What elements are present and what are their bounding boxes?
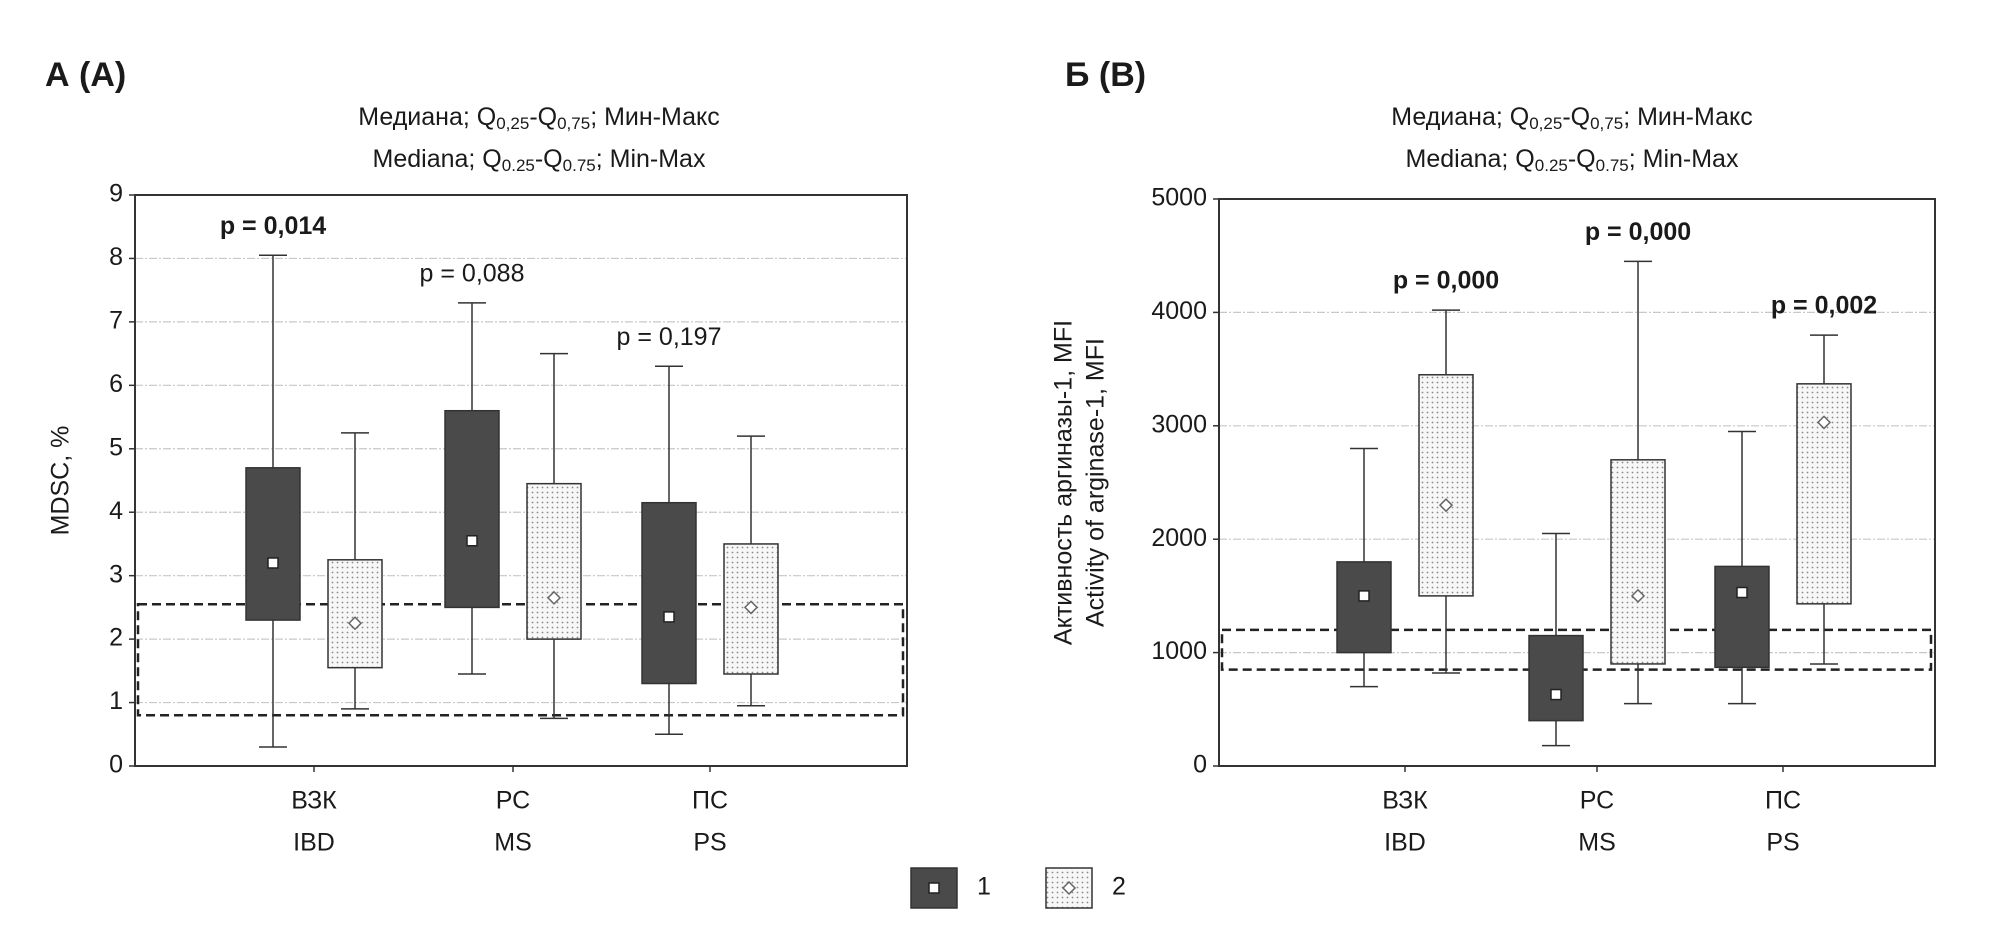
p-value: p = 0,000: [1393, 267, 1499, 295]
x-tick-label: IBD: [293, 829, 335, 857]
box: [1528, 634, 1584, 722]
x-tick-label: PS: [1766, 829, 1799, 857]
plot-frame: [134, 194, 908, 767]
box: [1418, 374, 1474, 597]
y-tick-label: 4000: [1151, 297, 1207, 325]
y-tick-label: 2000: [1151, 524, 1207, 552]
median-marker: [466, 535, 478, 547]
subtitle-part: 0.75: [563, 156, 596, 175]
subtitle-part: -Q: [529, 103, 557, 131]
subtitle-part: Mediana; Q: [1406, 145, 1535, 173]
box: [641, 501, 697, 685]
subtitle-part: ; Мин-Макс: [1623, 103, 1753, 131]
median-marker: [1736, 586, 1748, 599]
x-tick-label: IBD: [1384, 829, 1426, 857]
subtitle-part: Mediana; Q: [373, 145, 502, 173]
y-tick-label: 5000: [1151, 184, 1207, 212]
y-axis-label: Activity of arginase-1, MFI: [1082, 338, 1110, 627]
median-marker: [663, 611, 675, 623]
median-marker: [1550, 688, 1562, 701]
y-tick-label: 8: [109, 243, 123, 271]
subtitle-part: 0,75: [1590, 114, 1623, 133]
subtitle: Mediana; Q0.25-Q0.75; Min-Max: [1406, 145, 1739, 176]
reference-range: [136, 602, 905, 717]
median-marker: [1816, 415, 1832, 430]
legend-marker: [928, 882, 940, 894]
box: [1714, 565, 1770, 669]
y-axis-label: Активность аргиназы-1, MFI: [1050, 320, 1078, 645]
y-axis-label: MDSC, %: [47, 426, 75, 536]
subtitle-part: 0,75: [557, 114, 590, 133]
x-tick-label: ПС: [1765, 787, 1801, 815]
y-tick-label: 7: [109, 306, 123, 334]
median-marker: [743, 600, 759, 615]
subtitle: Медиана; Q0,25-Q0,75; Мин-Макс: [358, 103, 719, 134]
p-value: p = 0,088: [420, 259, 525, 287]
y-tick-label: 9: [109, 180, 123, 208]
y-tick-label: 5: [109, 433, 123, 461]
median-marker: [267, 557, 279, 569]
subtitle-part: -Q: [1562, 103, 1590, 131]
subtitle-part: 0.25: [502, 156, 535, 175]
median-marker: [1630, 588, 1646, 603]
y-tick-label: 3000: [1151, 410, 1207, 438]
legend-label: 2: [1112, 873, 1126, 901]
y-tick-label: 3: [109, 560, 123, 588]
x-tick-label: ВЗК: [291, 787, 337, 815]
box: [1336, 561, 1392, 654]
x-tick-label: MS: [494, 829, 532, 857]
median-marker: [347, 616, 363, 631]
legend-label: 1: [977, 873, 991, 901]
panel-label: Б (B): [1065, 56, 1146, 94]
p-value: p = 0,197: [617, 323, 722, 351]
x-tick-label: РС: [496, 787, 530, 815]
p-value: p = 0,000: [1585, 218, 1691, 246]
x-tick-label: ВЗК: [1382, 787, 1428, 815]
y-tick-label: 4: [109, 497, 123, 525]
y-tick-label: 2: [109, 624, 123, 652]
box: [1610, 459, 1666, 665]
subtitle-part: Медиана; Q: [358, 103, 496, 131]
subtitle-part: ; Мин-Макс: [590, 103, 720, 131]
y-tick-label: 0: [1193, 751, 1207, 779]
y-tick-label: 0: [109, 751, 123, 779]
box: [526, 482, 582, 640]
subtitle-part: -Q: [1568, 145, 1596, 173]
median-marker: [1438, 498, 1454, 513]
subtitle-part: ; Min-Max: [1629, 145, 1739, 173]
y-tick-label: 1: [109, 687, 123, 715]
legend-marker: [1061, 880, 1077, 896]
x-tick-label: РС: [1580, 787, 1614, 815]
x-tick-label: MS: [1578, 829, 1616, 857]
box: [444, 409, 500, 609]
subtitle-part: 0.25: [1535, 156, 1568, 175]
plot-frame: [1218, 198, 1936, 767]
box: [245, 467, 301, 621]
y-tick-label: 6: [109, 370, 123, 398]
box: [327, 559, 383, 669]
subtitle-part: 0.75: [1596, 156, 1629, 175]
p-value: p = 0,014: [220, 212, 326, 240]
p-value: p = 0,002: [1771, 292, 1877, 320]
panel-label: А (A): [45, 56, 126, 94]
subtitle-part: 0,25: [496, 114, 529, 133]
y-tick-label: 1000: [1151, 637, 1207, 665]
x-tick-label: PS: [693, 829, 726, 857]
subtitle: Медиана; Q0,25-Q0,75; Мин-Макс: [1391, 103, 1752, 134]
subtitle-part: ; Min-Max: [596, 145, 706, 173]
subtitle-part: 0,25: [1529, 114, 1562, 133]
subtitle-part: -Q: [535, 145, 563, 173]
subtitle-part: Медиана; Q: [1391, 103, 1529, 131]
reference-range: [1220, 628, 1933, 671]
x-tick-label: ПС: [692, 787, 728, 815]
median-marker: [546, 590, 562, 605]
median-marker: [1358, 590, 1370, 602]
subtitle: Mediana; Q0.25-Q0.75; Min-Max: [373, 145, 706, 176]
